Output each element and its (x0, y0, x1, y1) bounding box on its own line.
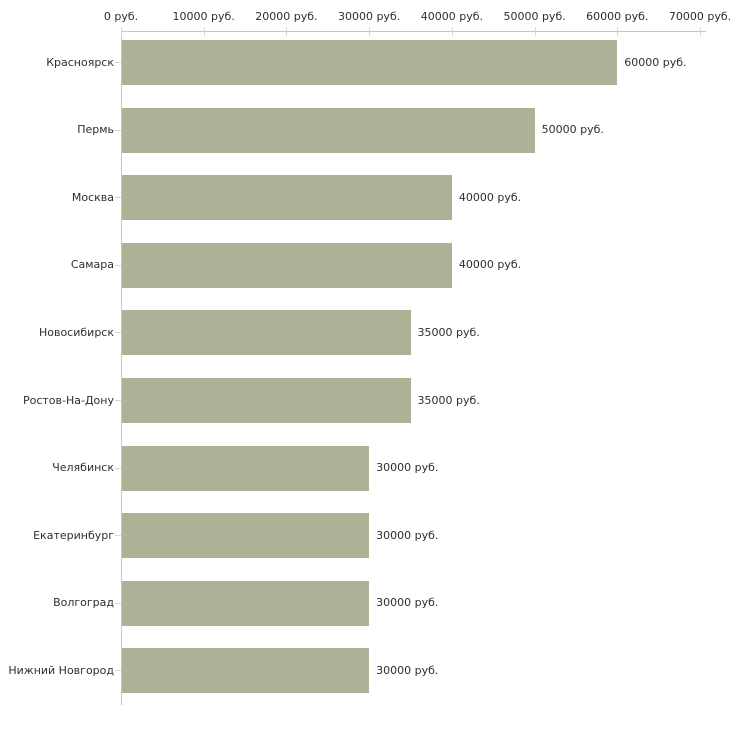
x-tick-label: 30000 руб. (337, 10, 401, 23)
category-label: Новосибирск (38, 325, 114, 339)
x-tick-mark (534, 27, 536, 36)
x-tick-label: 40000 руб. (420, 10, 484, 23)
bar (122, 445, 370, 491)
value-label: 30000 руб. (376, 528, 439, 542)
category-tick-mark (115, 400, 121, 401)
value-label: 40000 руб. (458, 190, 522, 204)
x-tick-label: 70000 руб. (668, 10, 730, 23)
value-label: 40000 руб. (458, 258, 522, 272)
bar (122, 310, 411, 356)
bar (122, 175, 452, 221)
value-label: 60000 руб. (624, 55, 687, 69)
x-tick-mark (203, 27, 205, 36)
x-tick-label: 20000 руб. (255, 10, 318, 23)
value-label: 30000 руб. (376, 461, 439, 475)
x-tick-mark (617, 27, 619, 36)
value-label: 35000 руб. (417, 393, 480, 407)
bar (122, 107, 535, 153)
category-label: Екатеринбург (33, 528, 114, 542)
category-label: Москва (71, 190, 114, 204)
category-label: Самара (70, 258, 114, 272)
y-axis-line (121, 31, 122, 705)
category-label: Пермь (77, 123, 114, 137)
category-label: Нижний Новгород (8, 663, 114, 677)
category-tick-mark (115, 535, 121, 537)
bar (122, 648, 370, 694)
category-tick-mark (115, 602, 121, 604)
category-tick-mark (115, 467, 121, 469)
x-tick-mark (700, 27, 701, 36)
value-label: 50000 руб. (541, 123, 604, 137)
bar (122, 513, 370, 559)
value-label: 30000 руб. (376, 663, 439, 677)
category-label: Волгоград (53, 596, 114, 610)
x-tick-label: 10000 руб. (172, 10, 235, 23)
category-tick-mark (115, 197, 121, 199)
category-label: Красноярск (46, 55, 114, 69)
x-tick-mark (286, 27, 288, 36)
x-tick-label: 0 руб. (103, 10, 139, 23)
category-tick-mark (115, 129, 121, 131)
x-tick-mark (451, 27, 453, 36)
bar (122, 378, 411, 423)
x-tick-label: 50000 руб. (503, 10, 566, 23)
category-tick-mark (115, 670, 121, 672)
value-label: 30000 руб. (376, 596, 439, 610)
category-label: Ростов-На-Дону (22, 393, 114, 407)
category-tick-mark (115, 332, 121, 334)
category-label: Челябинск (52, 461, 114, 475)
bar (122, 40, 618, 85)
bar (122, 580, 370, 626)
x-tick-label: 60000 руб. (586, 10, 649, 23)
x-tick-mark (369, 27, 371, 36)
value-label: 35000 руб. (417, 325, 480, 339)
bar (122, 242, 452, 288)
category-tick-mark (115, 62, 121, 63)
x-axis-line (121, 31, 706, 32)
x-tick-mark (121, 27, 122, 36)
category-tick-mark (115, 264, 121, 266)
